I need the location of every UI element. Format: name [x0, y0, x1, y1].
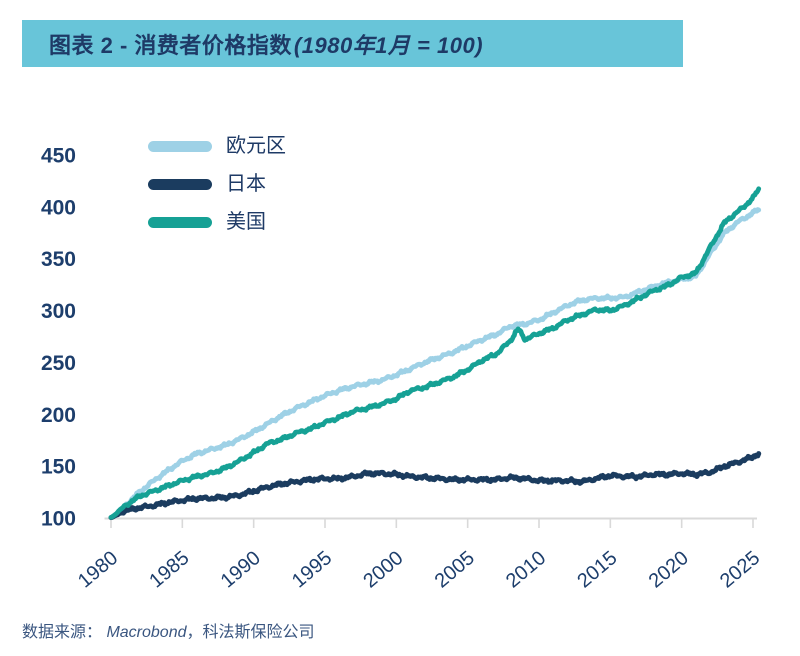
legend-label-eurozone: 欧元区: [226, 135, 286, 157]
y-axis-label: 150: [41, 456, 76, 479]
source-prefix: 数据来源：: [22, 624, 107, 641]
x-axis-label: 1980: [74, 547, 122, 592]
y-axis-label: 250: [41, 352, 76, 375]
legend-item-us: 美国: [148, 210, 286, 234]
series-line-japan: [108, 451, 762, 521]
figure-title-subtitle: (1980年1月 = 100): [293, 32, 484, 58]
x-axis-label: 1995: [288, 547, 336, 592]
title-bar: 图表 2 - 消费者价格指数 (1980年1月 = 100): [22, 20, 683, 67]
legend-label-japan: 日本: [226, 173, 266, 195]
x-axis-label: 2005: [431, 547, 479, 592]
source-note: 数据来源： Macrobond，科法斯保险公司: [22, 618, 315, 642]
y-axis-label: 450: [41, 145, 76, 168]
legend-item-eurozone: 欧元区: [148, 134, 286, 158]
x-axis-label: 2020: [645, 547, 693, 592]
y-axis-label: 350: [41, 248, 76, 271]
source-suffix: ，科法斯保险公司: [186, 624, 315, 641]
legend-label-us: 美国: [226, 211, 266, 233]
legend: 欧元区 日本 美国: [148, 134, 286, 234]
x-axis-label: 1985: [145, 547, 193, 592]
x-axis-label: 2000: [359, 547, 407, 592]
legend-swatch-eurozone: [148, 140, 212, 152]
x-axis-label: 1990: [217, 547, 265, 592]
legend-item-japan: 日本: [148, 172, 286, 196]
legend-swatch-japan: [148, 178, 212, 190]
y-axis-label: 100: [41, 508, 76, 531]
figure-title: 图表 2 - 消费者价格指数: [49, 32, 292, 58]
x-axis-label: 2010: [502, 547, 550, 592]
y-axis-label: 200: [41, 404, 76, 427]
y-axis-label: 300: [41, 300, 76, 323]
series-line-eurozone: [108, 207, 762, 520]
source-macrobond: Macrobond: [106, 624, 187, 641]
x-axis-label: 2025: [716, 547, 764, 592]
y-axis-label: 400: [41, 196, 76, 219]
legend-swatch-us: [148, 216, 212, 228]
x-axis-label: 2015: [573, 547, 621, 592]
series-line-us: [108, 186, 762, 520]
